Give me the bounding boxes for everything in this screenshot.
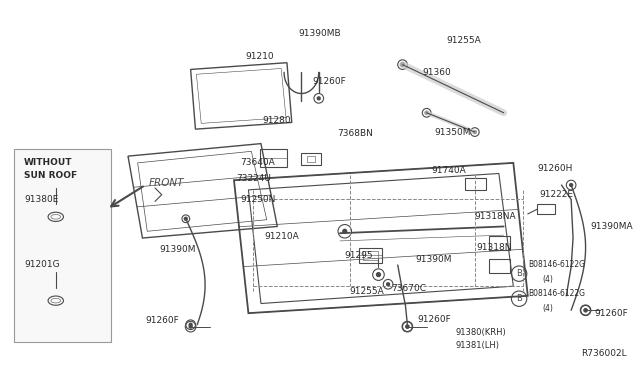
Text: 91210: 91210 [246, 52, 274, 61]
Text: R736002L: R736002L [580, 349, 627, 358]
Circle shape [189, 323, 192, 326]
Text: SUN ROOF: SUN ROOF [24, 171, 77, 180]
Text: 91260F: 91260F [145, 316, 179, 326]
Circle shape [425, 111, 428, 114]
Text: 91360: 91360 [423, 68, 452, 77]
Text: (4): (4) [542, 275, 553, 284]
Circle shape [406, 325, 409, 328]
Bar [538, 204, 555, 214]
Text: 91280: 91280 [263, 116, 291, 125]
Text: B08146-6122G: B08146-6122G [528, 289, 585, 298]
Text: 91250N: 91250N [241, 195, 276, 204]
Bar [363, 250, 378, 260]
Text: B: B [516, 269, 522, 278]
Bar [359, 248, 382, 263]
Text: WITHOUT: WITHOUT [24, 158, 72, 167]
Bar [307, 156, 315, 162]
Text: 91318N: 91318N [477, 243, 512, 252]
Text: (4): (4) [542, 304, 553, 313]
Bar [489, 259, 511, 273]
Circle shape [317, 97, 320, 100]
Circle shape [570, 184, 573, 186]
Text: B08146-6122G: B08146-6122G [528, 260, 585, 269]
Text: 91740A: 91740A [431, 166, 466, 175]
Text: 91390M: 91390M [160, 245, 196, 254]
Circle shape [376, 273, 380, 276]
Text: 91255A: 91255A [349, 286, 384, 295]
Text: 73670C: 73670C [391, 283, 426, 293]
Text: 91260F: 91260F [417, 315, 451, 324]
Text: 91381(LH): 91381(LH) [456, 341, 500, 350]
Text: 91295: 91295 [345, 251, 373, 260]
Circle shape [401, 63, 404, 67]
Circle shape [406, 325, 409, 328]
Text: 91210A: 91210A [265, 232, 300, 241]
Text: 91260F: 91260F [595, 309, 628, 318]
Circle shape [584, 309, 587, 312]
Circle shape [387, 283, 390, 286]
Text: 91318NA: 91318NA [475, 212, 516, 221]
Text: 91201G: 91201G [24, 260, 60, 269]
Text: 91350M: 91350M [435, 128, 471, 137]
Text: 73224U: 73224U [236, 174, 271, 183]
Bar [465, 178, 486, 190]
Bar [301, 153, 321, 165]
Bar [14, 150, 111, 342]
Text: FRONT: FRONT [149, 178, 185, 188]
Circle shape [184, 217, 188, 220]
Bar [260, 150, 287, 167]
Text: 91222E: 91222E [540, 190, 573, 199]
Circle shape [584, 309, 587, 312]
Text: 91255A: 91255A [447, 36, 482, 45]
Circle shape [343, 230, 347, 233]
Text: 91380E: 91380E [24, 195, 58, 204]
Text: 91260H: 91260H [538, 164, 573, 173]
Bar [489, 236, 511, 250]
Text: 73640A: 73640A [241, 158, 275, 167]
Text: 7368BN: 7368BN [337, 129, 373, 138]
Circle shape [474, 131, 476, 134]
Circle shape [189, 325, 192, 328]
Text: 91380(KRH): 91380(KRH) [456, 328, 506, 337]
Text: 91390M: 91390M [415, 255, 452, 264]
Text: 91390MB: 91390MB [298, 29, 341, 38]
Text: 91260F: 91260F [312, 77, 346, 86]
Text: 91390MA: 91390MA [590, 222, 633, 231]
Text: B: B [516, 294, 522, 303]
